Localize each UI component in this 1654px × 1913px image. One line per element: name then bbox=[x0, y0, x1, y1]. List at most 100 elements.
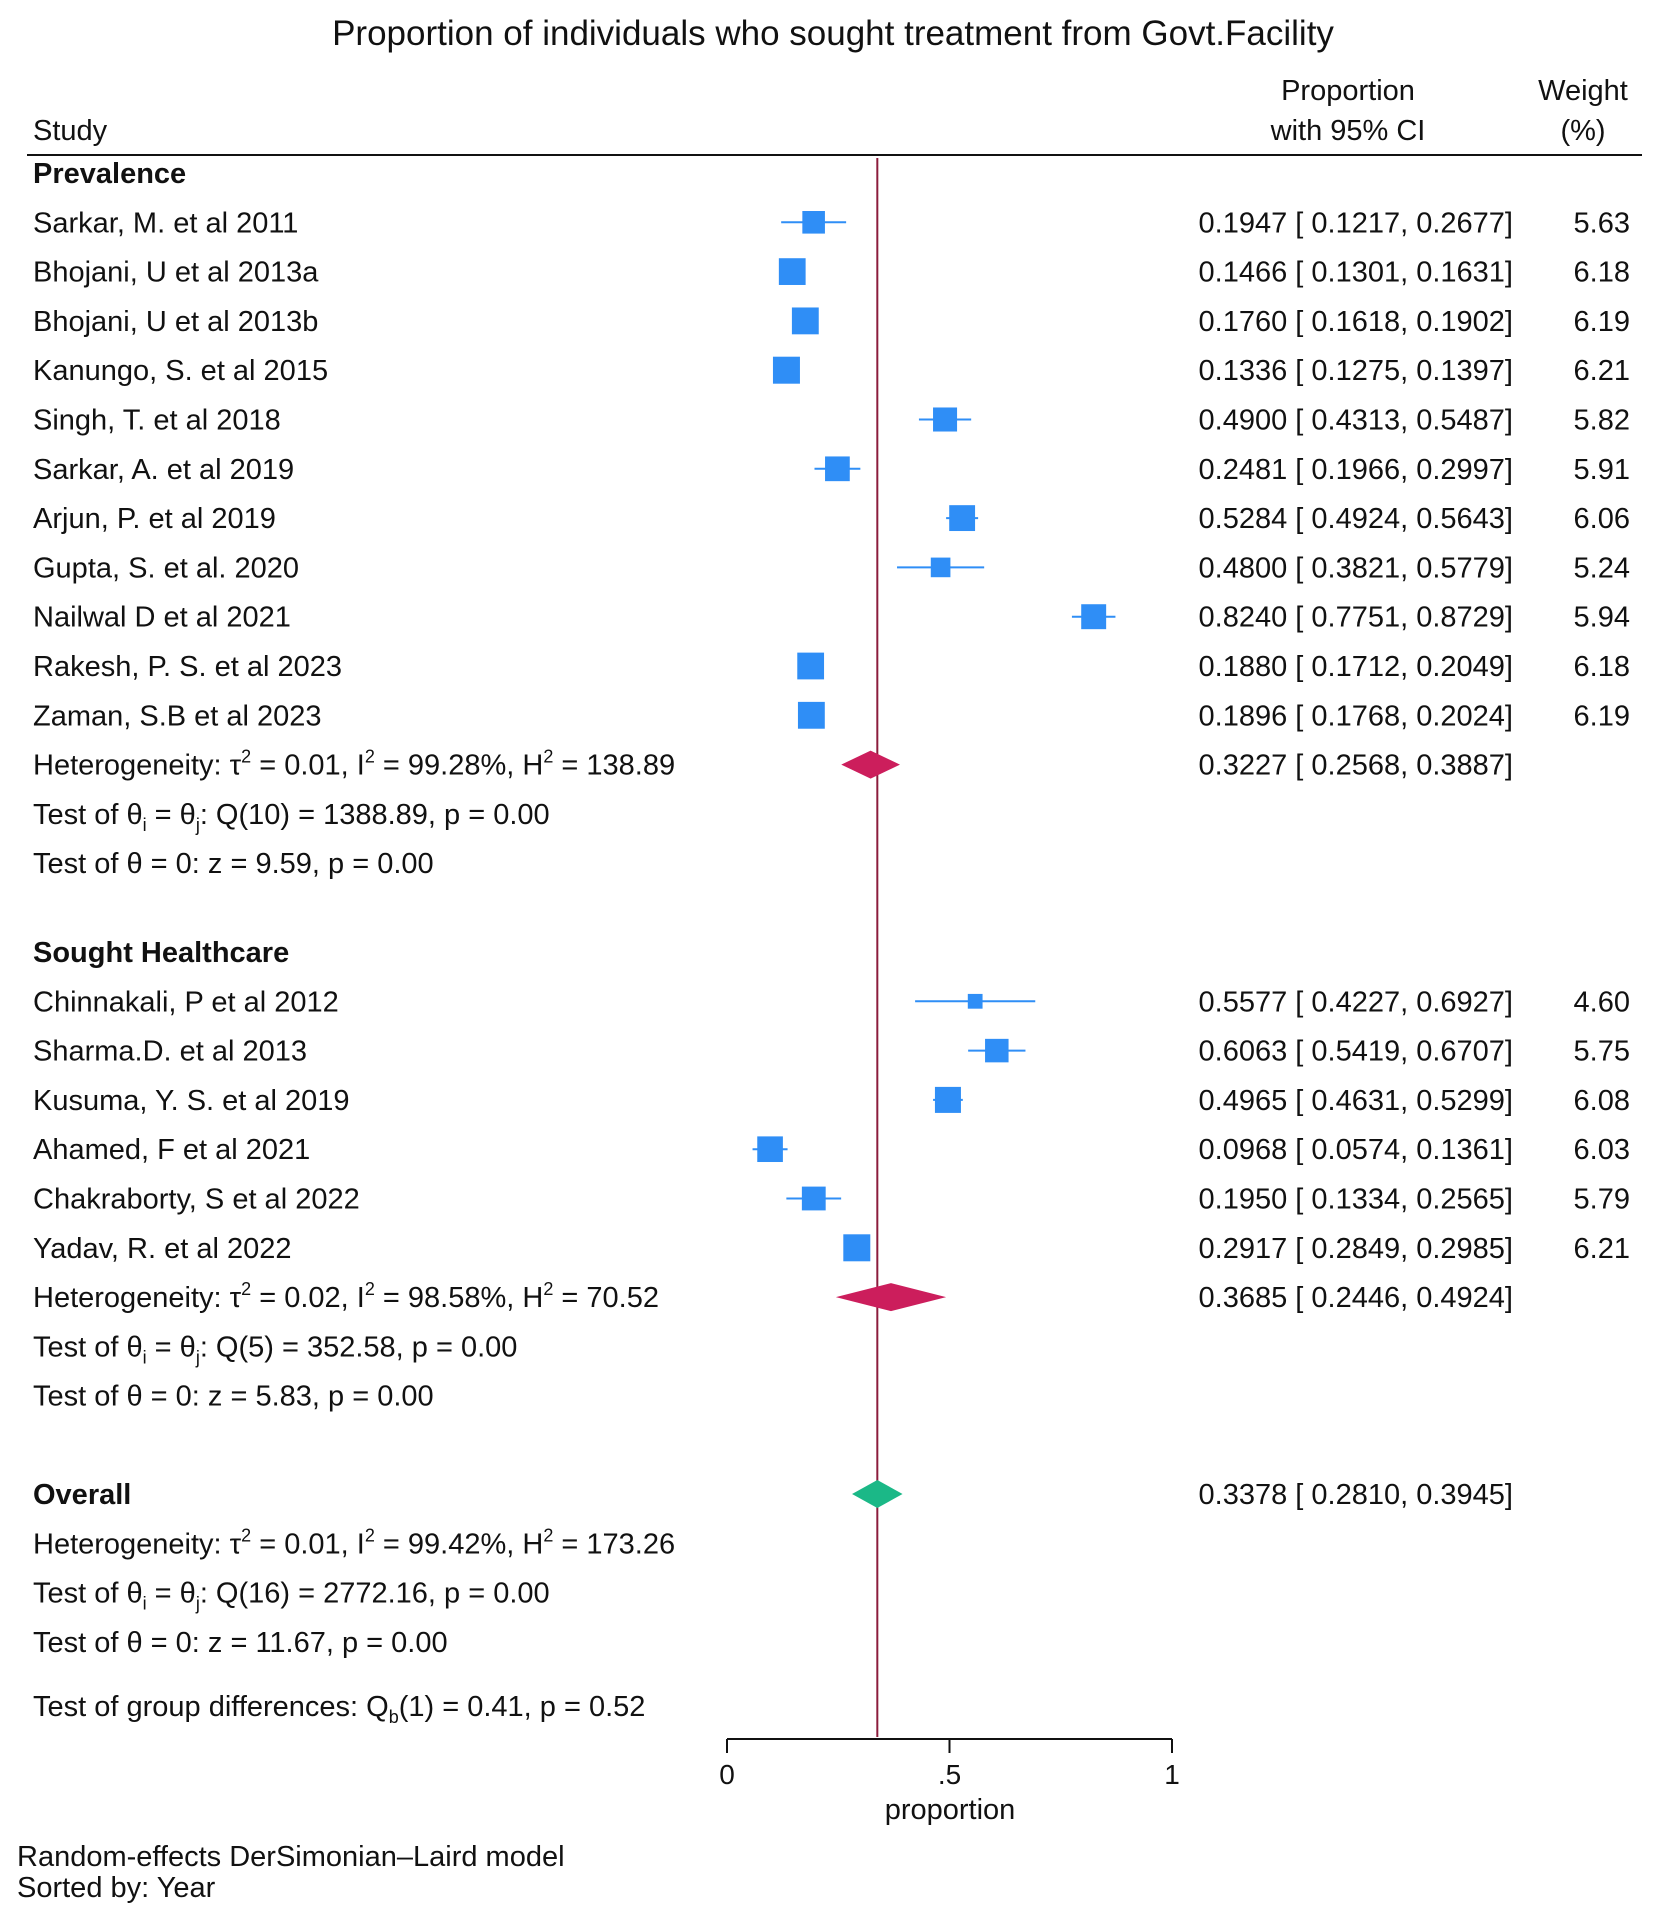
study-ci-text: 0.1336 [ 0.1275, 0.1397] bbox=[1199, 355, 1513, 387]
study-ci-text: 0.0968 [ 0.0574, 0.1361] bbox=[1199, 1134, 1513, 1166]
overall-heterogeneity-text: Heterogeneity: τ2 = 0.01, I2 = 99.42%, H… bbox=[33, 1525, 675, 1560]
chart-title: Proportion of individuals who sought tre… bbox=[332, 14, 1334, 53]
study-ci-text: 0.1880 [ 0.1712, 0.2049] bbox=[1199, 651, 1513, 683]
study-label: Chakraborty, S et al 2022 bbox=[33, 1184, 360, 1216]
study-weight-text: 6.18 bbox=[1574, 257, 1630, 289]
overall-q-test-text: Test of θi = θj: Q(16) = 2772.16, p = 0.… bbox=[33, 1578, 550, 1614]
x-tick-label: 0 bbox=[719, 1759, 735, 1790]
overall-z-test-text: Test of θ = 0: z = 11.67, p = 0.00 bbox=[33, 1627, 448, 1659]
study-marker bbox=[933, 407, 958, 432]
study-marker bbox=[934, 1086, 961, 1113]
study-ci-text: 0.1896 [ 0.1768, 0.2024] bbox=[1199, 700, 1513, 732]
study-weight-text: 6.03 bbox=[1574, 1134, 1630, 1166]
study-weight-text: 6.21 bbox=[1574, 1233, 1630, 1265]
x-tick-label: 1 bbox=[1164, 1759, 1180, 1790]
study-marker bbox=[985, 1038, 1009, 1063]
study-marker bbox=[802, 211, 825, 234]
study-label: Zaman, S.B et al 2023 bbox=[33, 700, 322, 732]
header-study: Study bbox=[33, 115, 108, 147]
overall-header: Overall bbox=[33, 1479, 131, 1511]
group-q-test-text: Test of θi = θj: Q(10) = 1388.89, p = 0.… bbox=[33, 799, 550, 835]
study-weight-text: 5.94 bbox=[1574, 602, 1630, 634]
study-ci-text: 0.1950 [ 0.1334, 0.2565] bbox=[1199, 1184, 1513, 1216]
study-label: Nailwal D et al 2021 bbox=[33, 602, 291, 634]
group-pooled-ci-text: 0.3685 [ 0.2446, 0.4924] bbox=[1199, 1282, 1513, 1314]
study-weight-text: 6.06 bbox=[1574, 503, 1630, 535]
group-header: Prevalence bbox=[33, 158, 186, 190]
study-marker bbox=[778, 258, 806, 285]
study-marker bbox=[801, 1186, 826, 1211]
study-label: Kusuma, Y. S. et al 2019 bbox=[33, 1085, 350, 1117]
study-label: Yadav, R. et al 2022 bbox=[33, 1233, 291, 1265]
study-marker bbox=[843, 1234, 871, 1262]
study-label: Ahamed, F et al 2021 bbox=[33, 1134, 310, 1166]
study-weight-text: 6.18 bbox=[1574, 651, 1630, 683]
study-weight-text: 6.21 bbox=[1574, 355, 1630, 387]
study-weight-text: 4.60 bbox=[1574, 986, 1630, 1018]
group-heterogeneity-text: Heterogeneity: τ2 = 0.02, I2 = 98.58%, H… bbox=[33, 1279, 659, 1314]
study-label: Sarkar, A. et al 2019 bbox=[33, 454, 294, 486]
study-ci-text: 0.5284 [ 0.4924, 0.5643] bbox=[1199, 503, 1513, 535]
study-weight-text: 5.75 bbox=[1574, 1036, 1630, 1068]
study-label: Kanungo, S. et al 2015 bbox=[33, 355, 328, 387]
group-z-test-text: Test of θ = 0: z = 9.59, p = 0.00 bbox=[33, 848, 434, 880]
study-ci-text: 0.4965 [ 0.4631, 0.5299] bbox=[1199, 1085, 1513, 1117]
study-weight-text: 5.24 bbox=[1574, 552, 1630, 584]
study-ci-text: 0.4900 [ 0.4313, 0.5487] bbox=[1199, 405, 1513, 437]
group-pooled-ci-text: 0.3227 [ 0.2568, 0.3887] bbox=[1199, 750, 1513, 782]
study-marker bbox=[825, 456, 850, 482]
study-marker bbox=[949, 505, 976, 532]
study-ci-text: 0.2481 [ 0.1966, 0.2997] bbox=[1199, 454, 1513, 486]
header-weight-line2: (%) bbox=[1560, 115, 1605, 147]
study-label: Arjun, P. et al 2019 bbox=[33, 503, 276, 535]
study-marker bbox=[797, 652, 825, 680]
group-q-test-text: Test of θi = θj: Q(5) = 352.58, p = 0.00 bbox=[33, 1331, 517, 1367]
study-weight-text: 6.08 bbox=[1574, 1085, 1630, 1117]
study-ci-text: 0.1466 [ 0.1301, 0.1631] bbox=[1199, 257, 1513, 289]
study-weight-text: 5.91 bbox=[1574, 454, 1630, 486]
study-marker bbox=[967, 993, 983, 1009]
study-label: Singh, T. et al 2018 bbox=[33, 405, 281, 437]
x-axis-label: proportion bbox=[885, 1794, 1016, 1826]
study-weight-text: 5.79 bbox=[1574, 1184, 1630, 1216]
study-ci-text: 0.5577 [ 0.4227, 0.6927] bbox=[1199, 986, 1513, 1018]
study-ci-text: 0.1760 [ 0.1618, 0.1902] bbox=[1199, 306, 1513, 338]
group-header: Sought Healthcare bbox=[33, 937, 289, 969]
study-marker bbox=[772, 356, 800, 384]
header-ci-line2: with 95% CI bbox=[1270, 115, 1426, 147]
study-ci-text: 0.1947 [ 0.1217, 0.2677] bbox=[1199, 207, 1513, 239]
study-label: Sarkar, M. et al 2011 bbox=[33, 207, 298, 239]
study-label: Chinnakali, P et al 2012 bbox=[33, 986, 339, 1018]
study-label: Sharma.D. et al 2013 bbox=[33, 1036, 307, 1068]
study-marker bbox=[757, 1136, 783, 1163]
footnote-model: Random-effects DerSimonian–Laird model bbox=[17, 1841, 565, 1873]
x-axis: 0.5 1 bbox=[719, 1738, 1180, 1790]
header-weight-line1: Weight bbox=[1538, 75, 1628, 107]
study-weight-text: 6.19 bbox=[1574, 306, 1630, 338]
study-label: Bhojani, U et al 2013b bbox=[33, 306, 318, 338]
x-tick-label: .5 bbox=[938, 1759, 961, 1790]
group-differences-text: Test of group differences: Qb(1) = 0.41,… bbox=[33, 1691, 645, 1727]
study-ci-text: 0.4800 [ 0.3821, 0.5779] bbox=[1199, 552, 1513, 584]
study-weight-text: 5.63 bbox=[1574, 207, 1630, 239]
study-label: Gupta, S. et al. 2020 bbox=[33, 552, 299, 584]
study-ci-text: 0.2917 [ 0.2849, 0.2985] bbox=[1199, 1233, 1513, 1265]
subgroup-diamond bbox=[835, 1283, 947, 1312]
study-label: Bhojani, U et al 2013a bbox=[33, 257, 319, 289]
header-ci-line1: Proportion bbox=[1281, 75, 1415, 107]
plot-area: Prevalence Sarkar, M. et al 2011 0.1947 [ … bbox=[33, 158, 1630, 1737]
study-label: Rakesh, P. S. et al 2023 bbox=[33, 651, 342, 683]
study-weight-text: 6.19 bbox=[1574, 700, 1630, 732]
group-z-test-text: Test of θ = 0: z = 5.83, p = 0.00 bbox=[33, 1381, 434, 1413]
study-marker bbox=[791, 307, 819, 335]
study-ci-text: 0.8240 [ 0.7751, 0.8729] bbox=[1199, 602, 1513, 634]
study-marker bbox=[1081, 604, 1107, 630]
group-heterogeneity-text: Heterogeneity: τ2 = 0.01, I2 = 99.28%, H… bbox=[33, 747, 675, 782]
study-marker bbox=[797, 701, 825, 729]
overall-diamond bbox=[852, 1480, 903, 1508]
overall-ci-text: 0.3378 [ 0.2810, 0.3945] bbox=[1199, 1479, 1513, 1511]
study-marker bbox=[930, 557, 951, 578]
study-ci-text: 0.6063 [ 0.5419, 0.6707] bbox=[1199, 1036, 1513, 1068]
footnote-sort: Sorted by: Year bbox=[17, 1872, 216, 1904]
